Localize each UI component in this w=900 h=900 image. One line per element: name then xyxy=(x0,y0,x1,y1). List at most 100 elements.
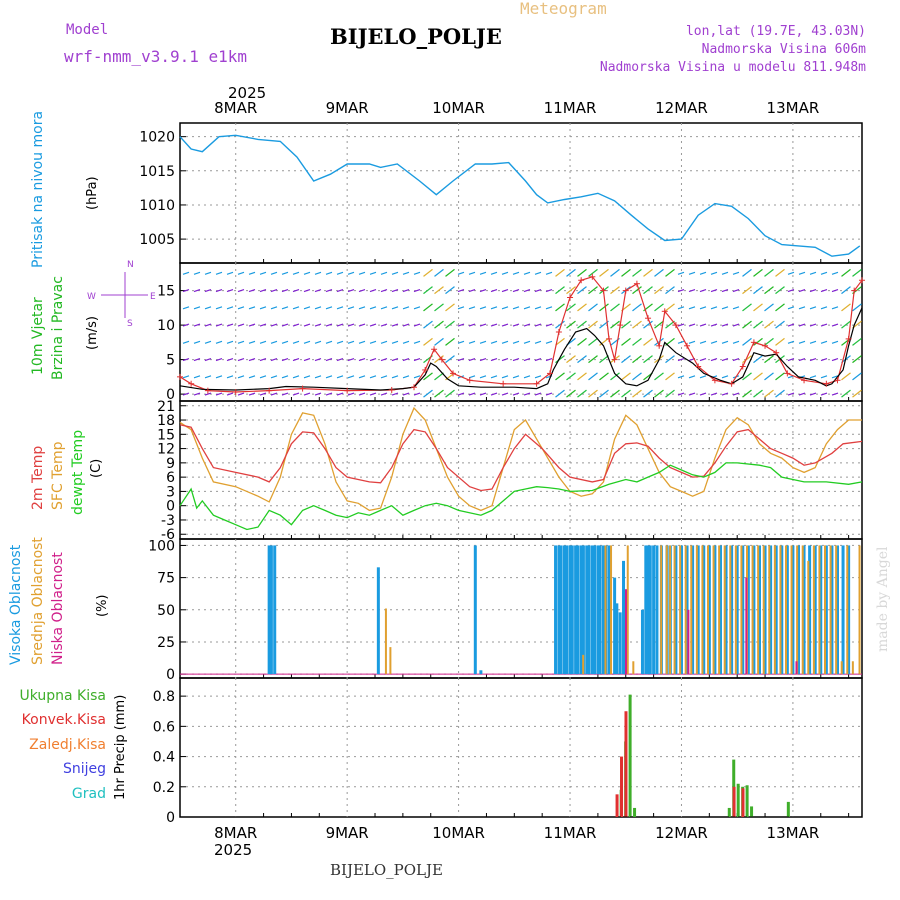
cloud-mid-bar xyxy=(695,545,698,675)
y-tick-label: 1020 xyxy=(139,130,175,146)
wind-arrow xyxy=(732,306,740,310)
cloud-mid-bar xyxy=(673,545,676,675)
cloud-mid-bar xyxy=(851,661,854,675)
wind-arrow xyxy=(204,392,212,396)
cloud-mid-bar xyxy=(779,545,782,675)
wind-arrow xyxy=(753,303,763,312)
wind-arrow xyxy=(699,323,707,327)
wind-arrow xyxy=(215,340,223,344)
footer-station: BIJELO_POLJE xyxy=(330,861,443,879)
wind-unit: (m/s) xyxy=(85,316,100,350)
credit-label: made by Angel xyxy=(875,546,891,652)
wind-arrow xyxy=(710,306,718,310)
wind-arrow xyxy=(555,372,565,381)
wind-arrow xyxy=(445,268,455,277)
wind-arrow xyxy=(512,340,520,344)
cloud-high-bar xyxy=(593,545,597,675)
wind-arrow xyxy=(632,372,642,381)
cloud-high-bar xyxy=(601,545,605,675)
wind-arrow xyxy=(182,375,190,379)
wind-arrow xyxy=(512,323,520,327)
wind-arrow xyxy=(369,271,377,275)
cloud-high-bar xyxy=(587,545,591,675)
wind-arrow xyxy=(490,375,498,379)
wind-arrow xyxy=(677,375,685,379)
wind-arrow xyxy=(699,358,707,362)
wind-arrow xyxy=(457,340,465,344)
cloud-mid-bar xyxy=(840,661,843,675)
wind-arrow xyxy=(204,340,212,344)
clouds-ylabel-low: Niska Oblacnost xyxy=(50,552,66,665)
wind-arrow xyxy=(852,355,862,364)
wind-arrow xyxy=(732,289,740,293)
wind-arrow xyxy=(577,286,587,295)
wind-arrow xyxy=(721,323,729,327)
cloud-high-bar xyxy=(707,545,711,675)
wind-arrow xyxy=(775,286,785,295)
day-label-bottom: 11MAR xyxy=(544,824,597,842)
wind-arrow xyxy=(270,323,278,327)
wind-arrow xyxy=(787,340,795,344)
wind-arrow xyxy=(742,372,752,381)
wind-arrow xyxy=(699,289,707,293)
wind-arrow xyxy=(226,392,234,396)
wind-arrow xyxy=(347,392,355,396)
wind-arrow xyxy=(204,375,212,379)
wind-arrow xyxy=(688,306,696,310)
cloud-high-bar xyxy=(702,545,706,675)
wind-arrow xyxy=(336,271,344,275)
wind-arrow xyxy=(215,375,223,379)
model-name: wrf-nmm_v3.9.1 e1km xyxy=(64,47,247,66)
wind-arrow xyxy=(632,389,642,398)
wind-arrow xyxy=(710,289,718,293)
wind-arrow xyxy=(391,271,399,275)
wind-arrow xyxy=(292,375,300,379)
wind-arrow xyxy=(292,392,300,396)
cloud-mid-bar xyxy=(734,545,737,675)
wind-direction-arrows xyxy=(182,268,862,398)
t2m-line xyxy=(179,424,863,492)
cloud-high-bar xyxy=(730,545,734,675)
wind-arrow xyxy=(852,268,862,277)
wind-arrow xyxy=(753,320,763,329)
cloud-high-bar xyxy=(579,545,583,675)
y-tick-label: 15 xyxy=(157,284,175,300)
y-tick-label: 0 xyxy=(166,667,175,683)
wind-arrow xyxy=(468,358,476,362)
y-tick-labels: 1020101510101005151050211815129630-3-610… xyxy=(139,130,175,826)
wind-arrow xyxy=(588,320,598,329)
wind-arrow xyxy=(753,268,763,277)
wind-arrow xyxy=(787,306,795,310)
wind-arrow xyxy=(479,289,487,293)
wind-arrow xyxy=(721,306,729,310)
wind-arrow xyxy=(325,375,333,379)
wind-arrow xyxy=(259,323,267,327)
cloud-high-bar xyxy=(655,545,659,675)
wind-arrow xyxy=(555,320,565,329)
cloud-mid-bar xyxy=(812,545,815,675)
cloud-mid-bar xyxy=(807,560,810,675)
wind-arrow xyxy=(434,303,444,312)
wind-arrow xyxy=(434,337,444,346)
wind-arrow xyxy=(314,306,322,310)
wind-arrow xyxy=(523,392,531,396)
wind-arrow xyxy=(534,323,542,327)
wind-arrow xyxy=(445,337,455,346)
wind-arrow xyxy=(665,268,675,277)
cloud-high-bar xyxy=(559,545,563,675)
cloud-mid-bar xyxy=(384,608,387,675)
wind-arrow xyxy=(358,375,366,379)
wind-arrow xyxy=(732,340,740,344)
wind-arrow xyxy=(413,323,421,327)
wind-arrow xyxy=(632,303,642,312)
wind-arrow xyxy=(281,271,289,275)
cloud-high-bar xyxy=(769,545,773,675)
wind-arrow xyxy=(545,340,553,344)
wind-arrow xyxy=(468,340,476,344)
wind-arrow xyxy=(314,271,322,275)
wind-arrow xyxy=(490,271,498,275)
y-tick-label: 5 xyxy=(166,353,175,369)
precip-conv-bar xyxy=(732,786,736,817)
